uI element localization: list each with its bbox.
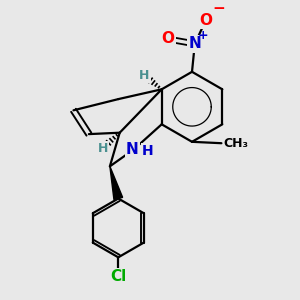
Text: N: N	[188, 36, 201, 51]
Text: Cl: Cl	[110, 269, 126, 284]
Text: H: H	[98, 142, 108, 154]
Text: −: −	[212, 1, 225, 16]
Text: H: H	[139, 69, 149, 82]
Text: N: N	[126, 142, 139, 157]
Text: +: +	[197, 29, 208, 43]
Text: O: O	[162, 31, 175, 46]
Text: O: O	[200, 13, 212, 28]
Text: H: H	[141, 144, 153, 158]
Text: CH₃: CH₃	[224, 137, 249, 150]
Polygon shape	[110, 166, 123, 200]
